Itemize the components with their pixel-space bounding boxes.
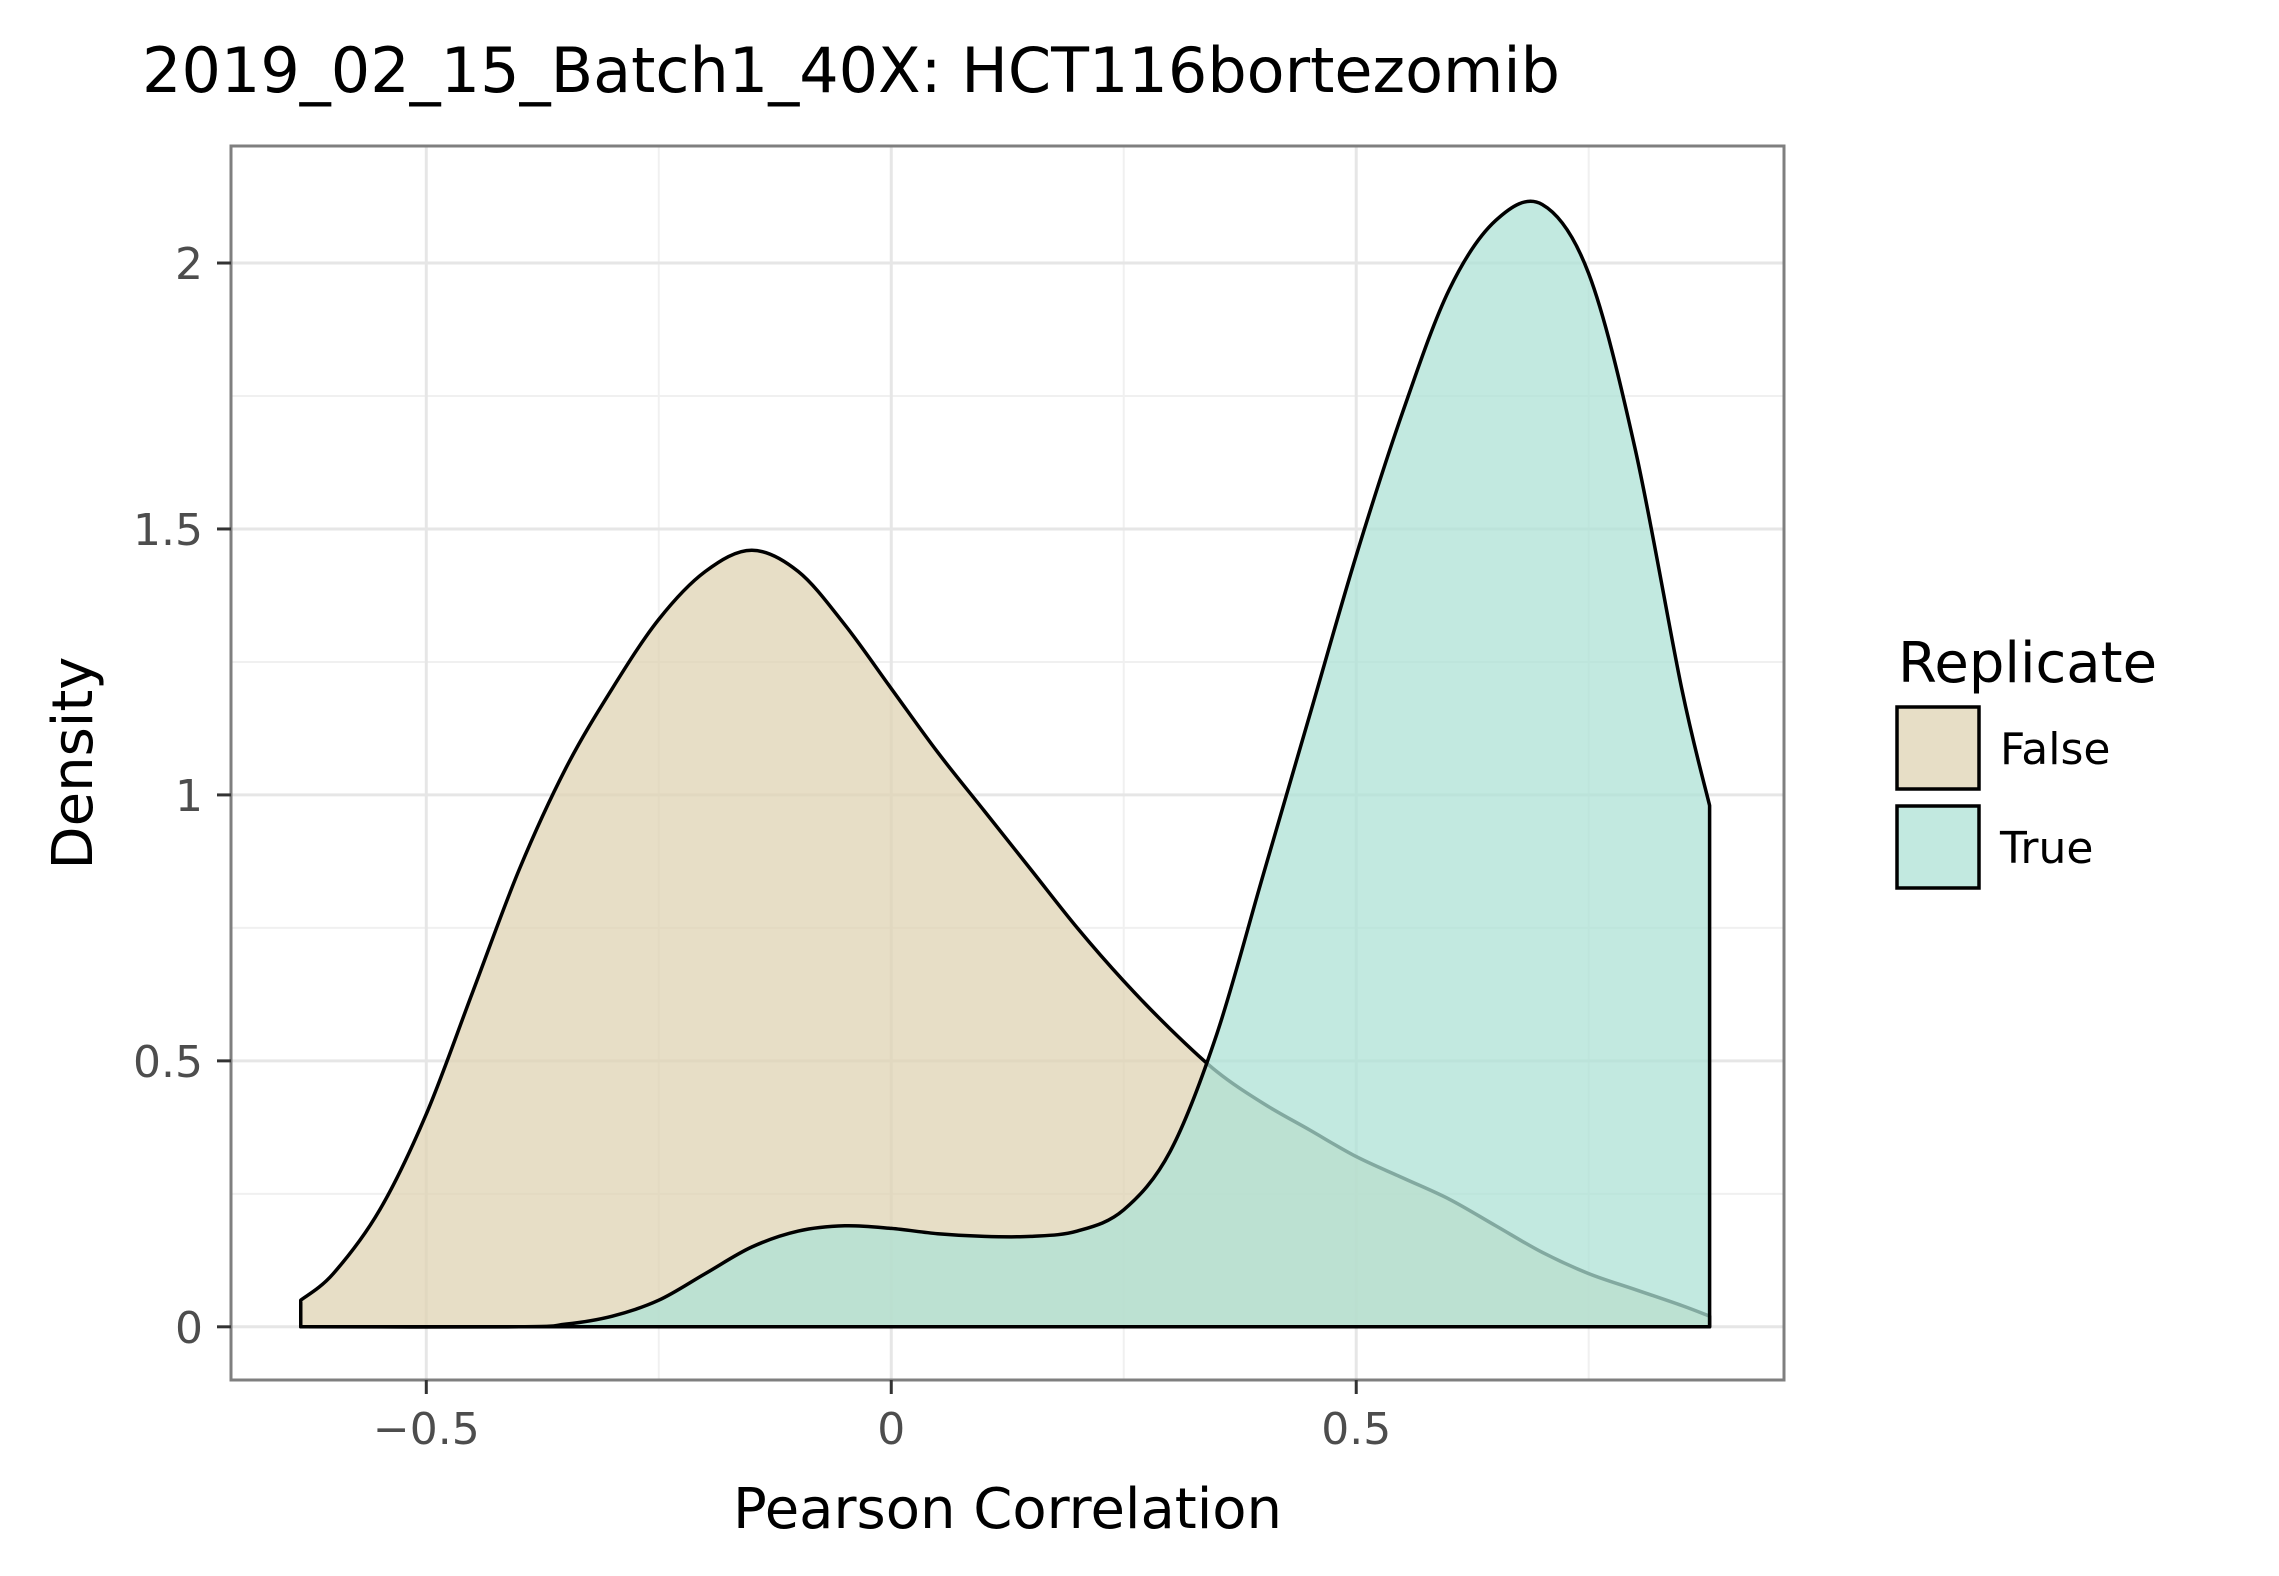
chart-title: 2019_02_15_Batch1_40X: HCT116bortezomib (142, 34, 1560, 107)
y-tick-label-3: 1.5 (133, 505, 203, 556)
density-area-true (298, 199, 1712, 1329)
y-tick-label-4: 2 (175, 239, 203, 290)
x-tick-label-1: 0 (877, 1404, 905, 1455)
x-tick-label-2: 0.5 (1321, 1404, 1391, 1455)
y-tick-label-1: 0.5 (133, 1037, 203, 1088)
x-axis-ticks: −0.5 0 0.5 (373, 1380, 1391, 1455)
panel-border (229, 144, 1786, 1382)
y-tick-label-0: 0 (175, 1303, 203, 1354)
y-axis-ticks: 0 0.5 1 1.5 2 (133, 239, 231, 1354)
x-tick-label-0: −0.5 (373, 1404, 480, 1455)
legend-swatch-false (1895, 705, 1981, 791)
legend: Replicate False True (1895, 631, 2157, 890)
y-tick-label-2: 1 (175, 771, 203, 822)
density-areas (298, 199, 1712, 1329)
legend-title: Replicate (1898, 631, 2157, 696)
x-axis-title: Pearson Correlation (733, 1477, 1282, 1542)
legend-label-true: True (1999, 823, 2093, 874)
legend-swatch-true (1895, 804, 1981, 890)
y-axis-title: Density (41, 657, 106, 870)
legend-label-false: False (2000, 724, 2110, 775)
